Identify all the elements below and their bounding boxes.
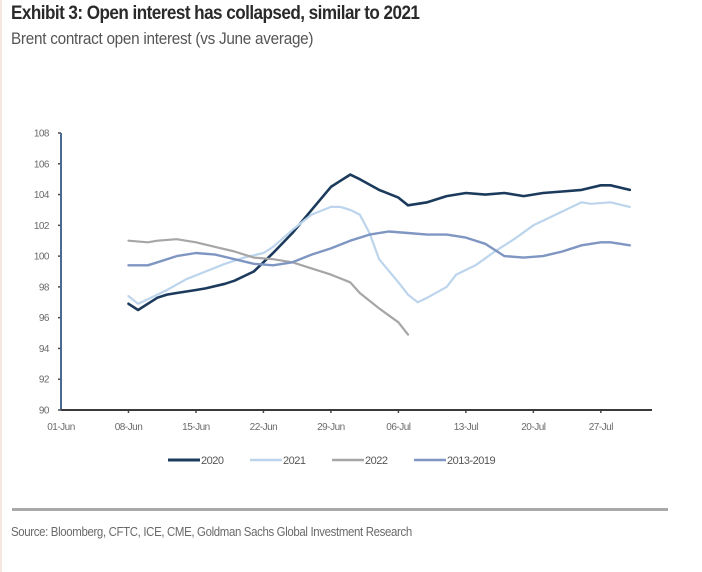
legend-label-2021: 2021: [283, 455, 306, 467]
page-left-border: [0, 0, 2, 572]
x-tick-label: 06-Jul: [386, 422, 411, 433]
y-tick-label: 92: [39, 375, 50, 386]
y-tick-label: 90: [39, 406, 50, 417]
y-tick-label: 96: [39, 313, 50, 324]
y-tick-label: 102: [34, 221, 50, 232]
x-tick-label: 20-Jul: [521, 422, 546, 433]
x-tick-label: 29-Jun: [317, 422, 345, 433]
series-line-2021: [127, 201, 631, 305]
x-tick-label: 13-Jul: [454, 422, 479, 433]
source-note: Source: Bloomberg, CFTC, ICE, CME, Goldm…: [11, 524, 412, 539]
series-line-2022: [127, 238, 410, 336]
x-tick-label: 22-Jun: [250, 422, 278, 433]
x-tick-label: 08-Jun: [115, 422, 143, 433]
y-tick-label: 108: [34, 129, 50, 140]
series-lines: [127, 173, 632, 336]
chart-subtitle: Brent contract open interest (vs June av…: [11, 29, 314, 48]
y-tick-label: 106: [34, 159, 50, 170]
y-tick-label: 104: [34, 190, 50, 201]
y-axis-ticks: 90 92 94 96 98 100 102 104 106 108: [34, 129, 61, 417]
x-tick-label: 27-Jul: [589, 422, 614, 433]
y-tick-label: 94: [39, 344, 50, 355]
x-tick-label: 01-Jun: [47, 422, 75, 433]
legend-label-2022: 2022: [365, 455, 388, 467]
series-line-2020: [127, 173, 632, 312]
legend-label-2020: 2020: [201, 455, 224, 467]
legend: 2020 2021 2022 2013-2019: [168, 455, 496, 467]
y-tick-label: 98: [39, 282, 50, 293]
line-chart: 90 92 94 96 98 100 102 104 106 108 01-Jun 08-Jun 15…: [34, 129, 652, 467]
x-axis-ticks: 01-Jun 08-Jun 15-Jun 22-Jun 29-Jun 06-Jul 13-J…: [47, 410, 614, 433]
y-tick-label: 100: [34, 252, 50, 263]
x-tick-label: 15-Jun: [182, 422, 210, 433]
chart-title: Exhibit 3: Open interest has collapsed, …: [11, 3, 420, 24]
footer-divider: [12, 508, 668, 511]
series-line-2013-2019: [127, 230, 631, 267]
legend-label-2013-2019: 2013-2019: [447, 455, 495, 467]
